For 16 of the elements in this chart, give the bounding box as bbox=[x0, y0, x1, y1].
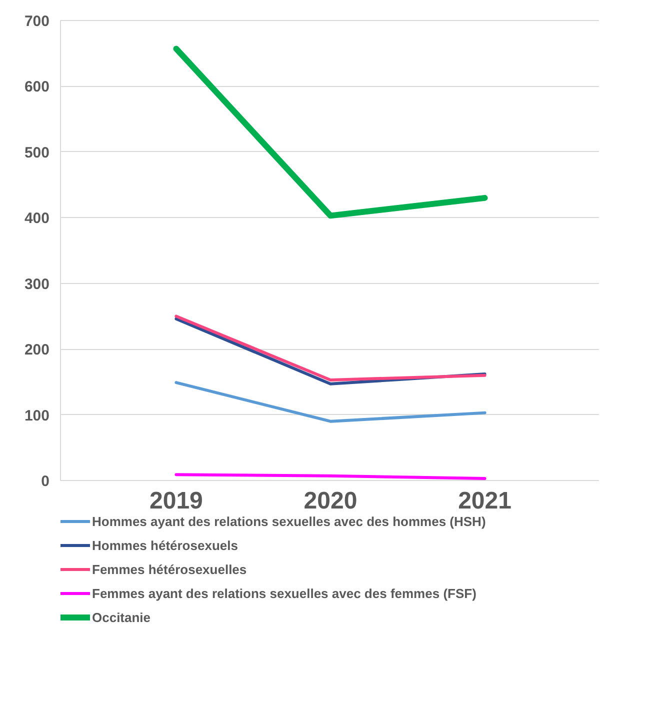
legend-label: Femmes ayant des relations sexuelles avec des femmes (FSF) bbox=[92, 586, 476, 600]
y-tick-label: 400 bbox=[24, 210, 50, 228]
legend-label: Femmes hétérosexuelles bbox=[92, 562, 247, 576]
y-tick-label: 0 bbox=[41, 473, 50, 490]
legend-label: Hommes hétérosexuels bbox=[92, 538, 238, 552]
y-tick-label: 100 bbox=[24, 407, 50, 424]
y-tick-label: 200 bbox=[24, 342, 50, 359]
legend-label: Occitanie bbox=[92, 610, 151, 624]
x-tick-label: 2020 bbox=[304, 488, 358, 514]
y-tick-label: 500 bbox=[24, 144, 50, 162]
legend-label: Hommes ayant des relations sexuelles avec des hommes (HSH) bbox=[92, 514, 486, 528]
y-tick-label: 700 bbox=[24, 13, 50, 30]
x-tick-label: 2021 bbox=[458, 488, 512, 514]
y-tick-label: 600 bbox=[24, 78, 50, 96]
y-tick-label: 300 bbox=[24, 276, 50, 293]
x-tick-label: 2019 bbox=[150, 488, 203, 514]
